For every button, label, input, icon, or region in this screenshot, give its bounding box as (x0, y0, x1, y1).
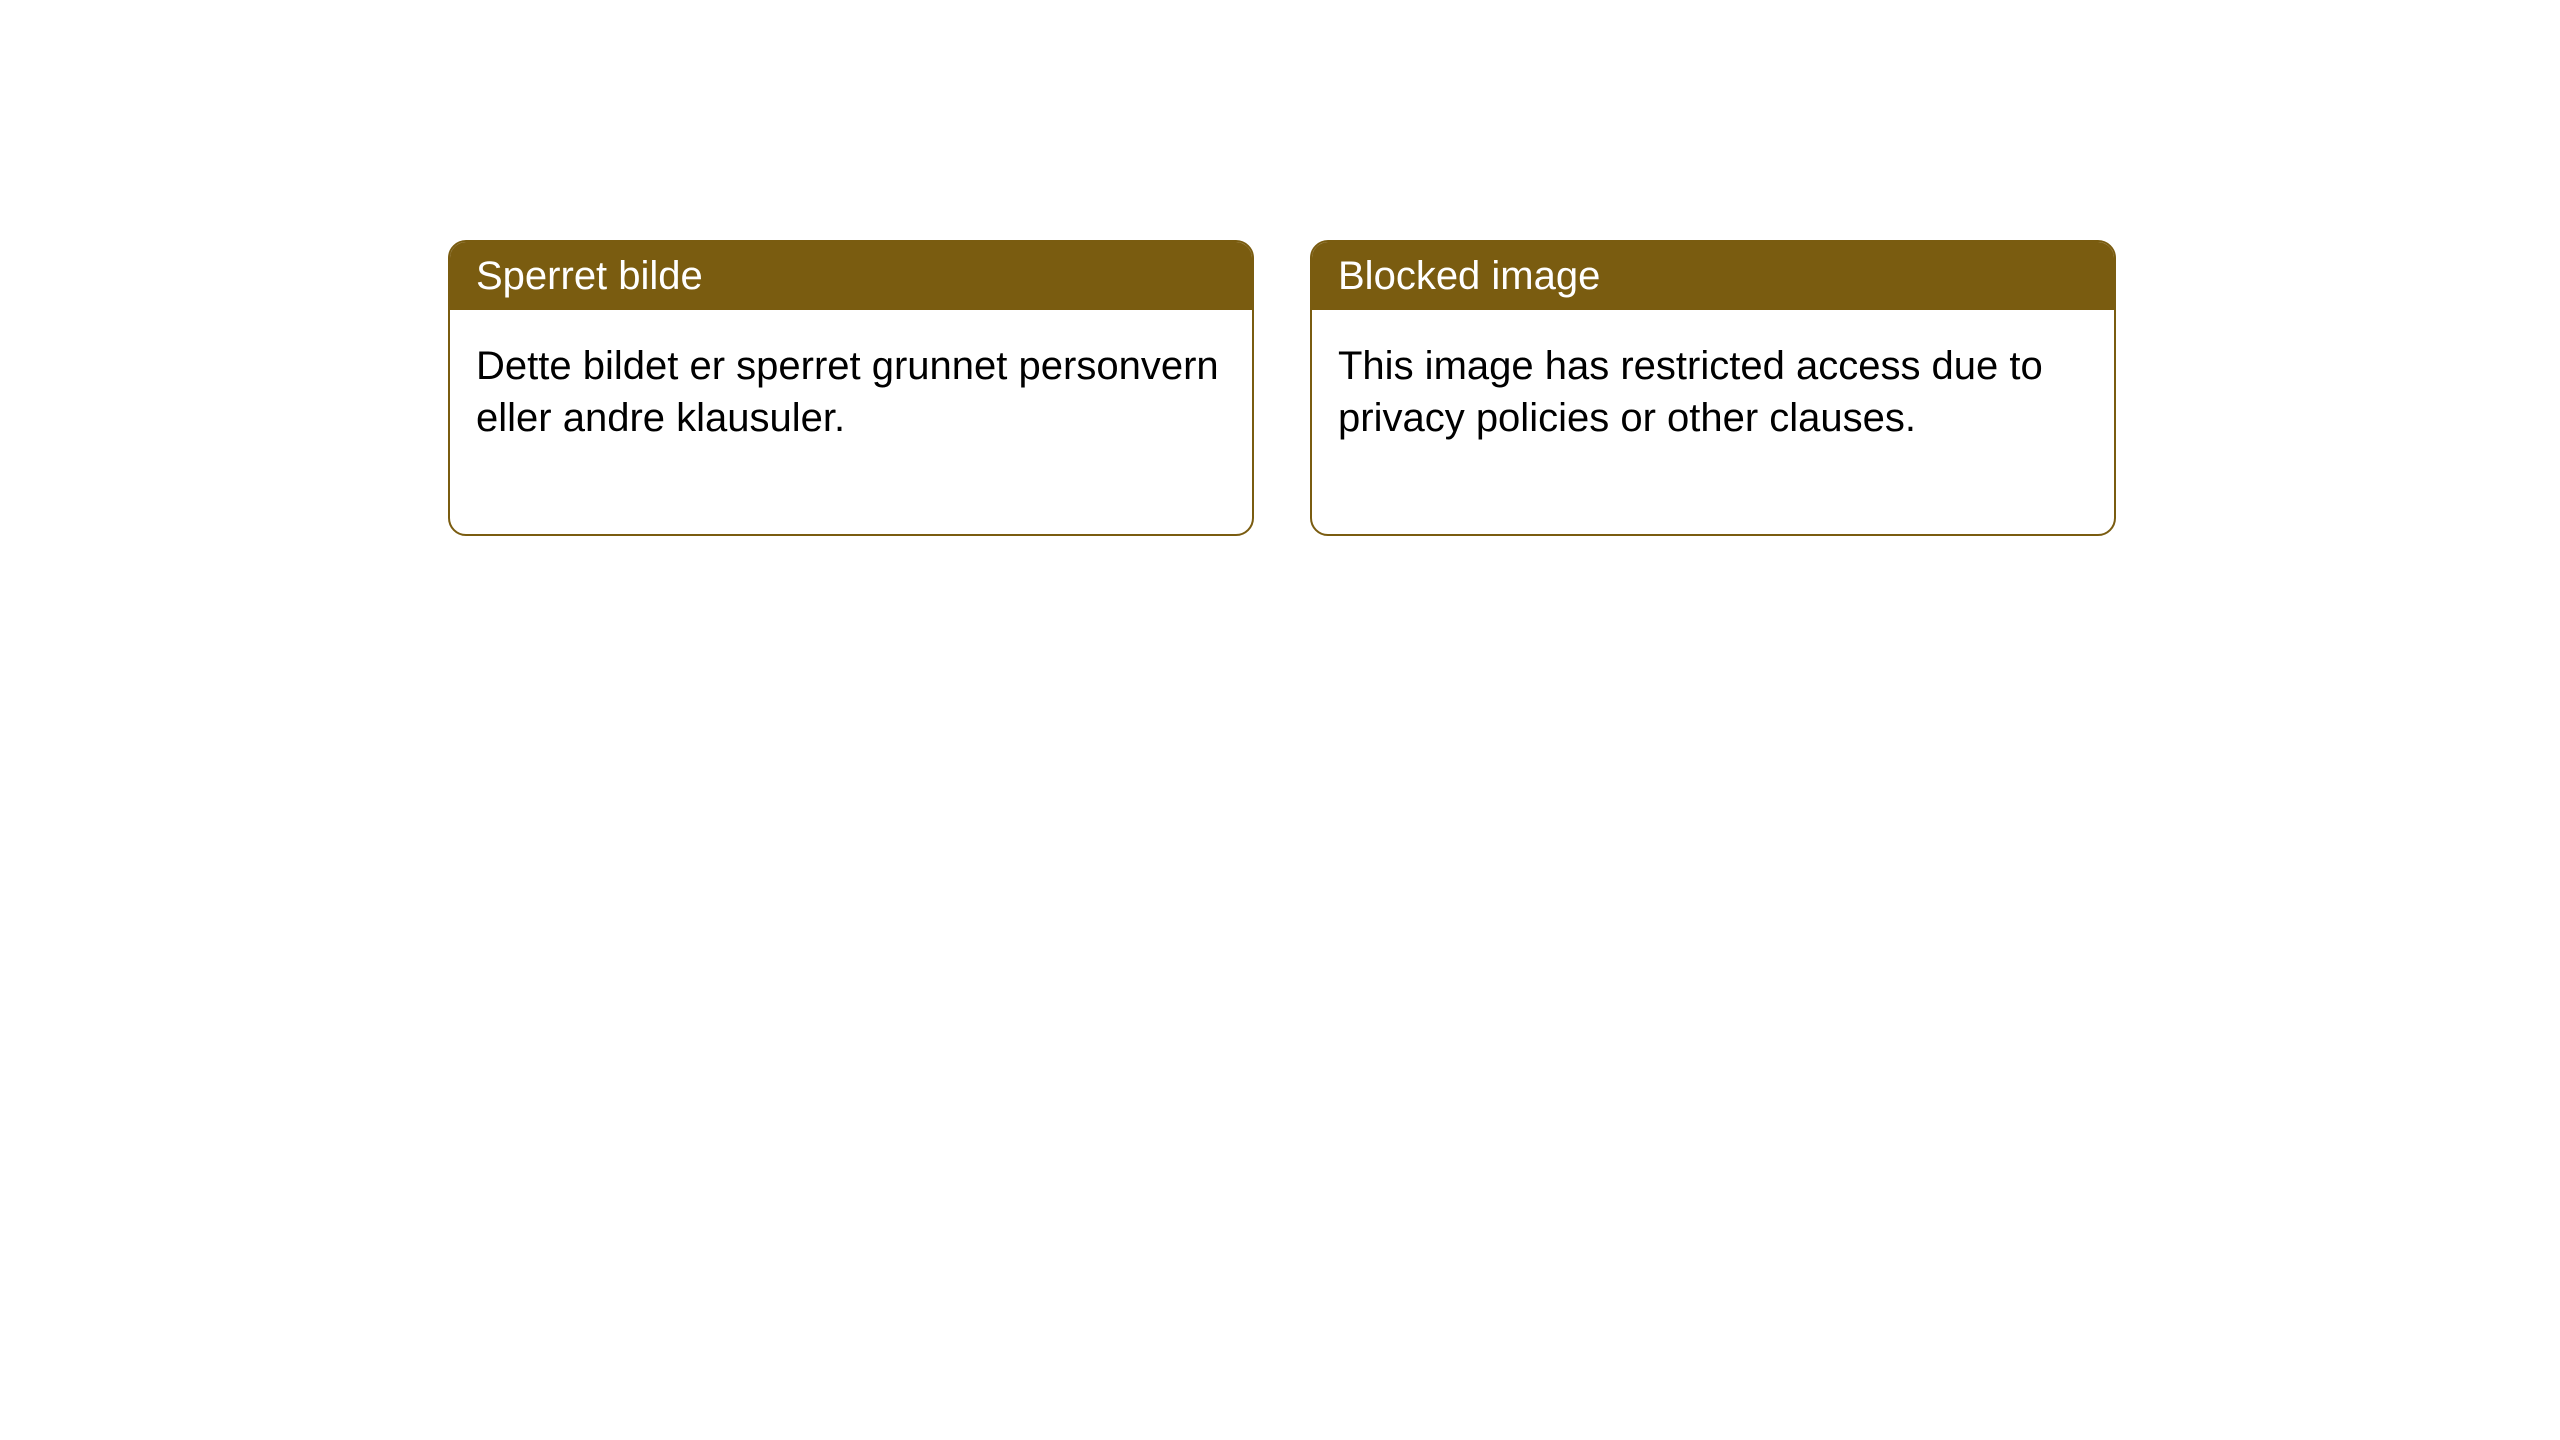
card-title: Sperret bilde (476, 254, 703, 298)
card-title: Blocked image (1338, 254, 1600, 298)
card-body: This image has restricted access due to … (1312, 310, 2114, 534)
notice-container: Sperret bilde Dette bildet er sperret gr… (0, 0, 2560, 536)
notice-card-en: Blocked image This image has restricted … (1310, 240, 2116, 536)
card-header: Sperret bilde (450, 242, 1252, 310)
card-body-text: Dette bildet er sperret grunnet personve… (476, 344, 1219, 440)
card-body: Dette bildet er sperret grunnet personve… (450, 310, 1252, 534)
card-body-text: This image has restricted access due to … (1338, 344, 2043, 440)
card-header: Blocked image (1312, 242, 2114, 310)
notice-card-no: Sperret bilde Dette bildet er sperret gr… (448, 240, 1254, 536)
